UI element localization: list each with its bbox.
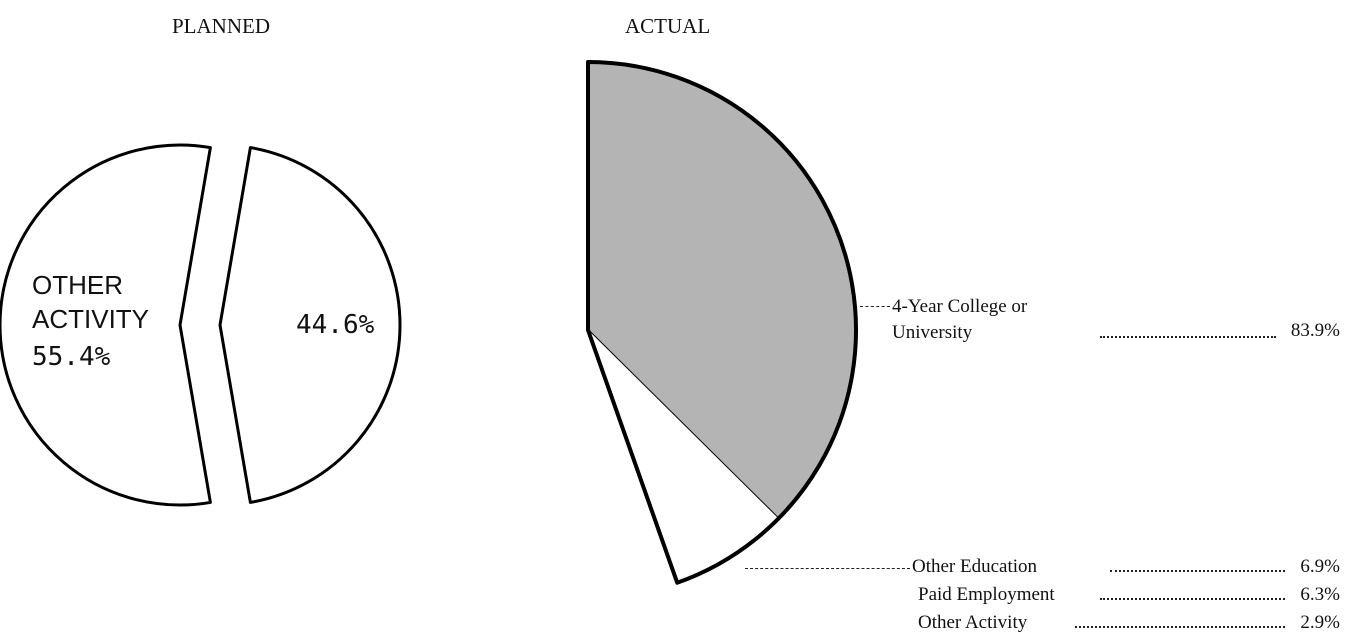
chart-title: PLANNED: [172, 14, 270, 38]
leader-dots: [1100, 336, 1276, 338]
value-label: 6.3%: [1300, 584, 1340, 605]
leader-line: [860, 306, 890, 307]
pie-slice: [588, 330, 698, 583]
leader-dots: [1100, 598, 1285, 600]
slice-label: Other Education: [912, 556, 1038, 577]
value-label: 55.4%: [32, 342, 111, 372]
value-label: 83.9%: [1290, 320, 1340, 341]
slice-label: OTHER ACTIVITY: [32, 270, 150, 334]
pie-slice: [588, 330, 779, 552]
pie-slice: [0, 143, 212, 507]
slice-label: Paid Employment: [918, 584, 1055, 605]
leader-line: [745, 568, 910, 569]
pie-slice: [218, 146, 402, 504]
leader-dots: [1110, 570, 1285, 572]
slice-label: Other Activity: [918, 612, 1028, 633]
value-label: 6.9%: [1300, 556, 1340, 577]
pie-slice: [588, 330, 739, 575]
pie-outline: [586, 60, 858, 585]
chart-title: ACTUAL: [625, 14, 711, 38]
value-label: 44.6%: [296, 310, 375, 340]
leader-dots: [1075, 626, 1285, 628]
value-label: 2.9%: [1300, 612, 1340, 633]
pie-slice: [587, 61, 857, 520]
slice-label: 4-Year College or University: [892, 296, 1028, 343]
